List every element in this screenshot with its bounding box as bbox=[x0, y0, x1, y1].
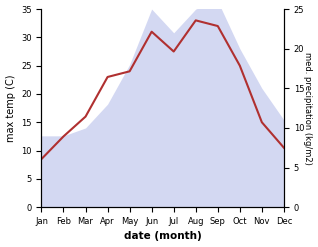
Y-axis label: max temp (C): max temp (C) bbox=[5, 74, 16, 142]
Y-axis label: med. precipitation (kg/m2): med. precipitation (kg/m2) bbox=[303, 52, 313, 165]
X-axis label: date (month): date (month) bbox=[124, 231, 202, 242]
